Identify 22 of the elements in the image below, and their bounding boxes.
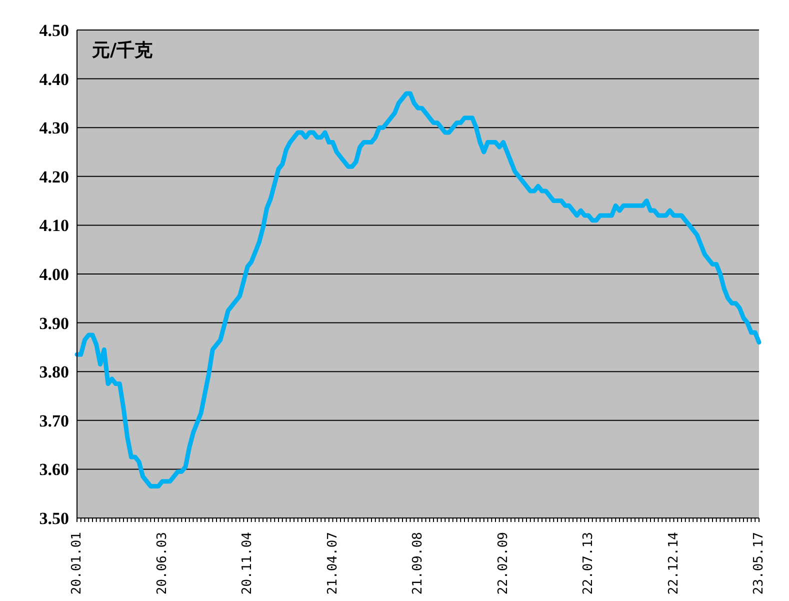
y-tick-label: 3.80 [39,362,69,382]
x-tick-label: 22.12.14 [666,532,682,595]
x-tick-label: 20.06.03 [154,532,170,595]
y-tick-label: 3.70 [39,411,69,430]
y-tick-label: 4.40 [39,70,69,89]
y-tick-label: 4.00 [39,265,69,284]
y-axis-title: 元/千克 [92,39,153,62]
y-tick-label: 4.50 [39,21,69,40]
line-series [74,91,762,489]
y-tick-label: 4.10 [39,216,69,236]
y-tick-label: 4.30 [39,118,69,138]
y-tick-label: 3.60 [39,460,69,480]
x-tick-label: 21.09.08 [410,532,426,595]
x-tick-label: 22.02.09 [496,532,511,595]
x-tick-label: 20.11.04 [240,532,255,595]
y-tick-label: 4.20 [39,167,69,186]
x-tick-label: 23.05.17 [752,532,766,595]
x-tick-label: 21.04.07 [325,532,340,595]
x-tick-label: 22.07.13 [581,532,596,595]
y-tick-label: 3.90 [39,314,69,333]
y-tick-label: 3.50 [39,509,69,528]
x-tick-label: 20.01.01 [70,532,84,595]
